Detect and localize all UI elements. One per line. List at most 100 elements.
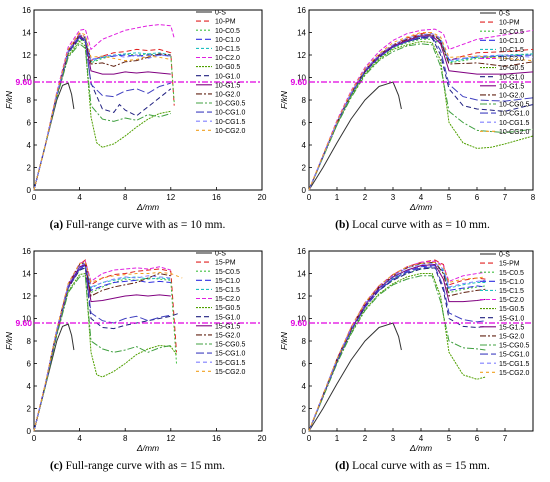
- chart-a-ytick-label: 14: [22, 29, 31, 38]
- chart-d-legend-label-2: 15-C0.5: [499, 270, 524, 277]
- chart-a-legend-label-13: 10-CG2.0: [215, 128, 245, 135]
- chart-d-ytick-label: 2: [302, 405, 307, 414]
- chart-d-legend-label-7: 15-G1.0: [499, 315, 524, 322]
- chart-a-xtick-label: 0: [32, 193, 37, 202]
- chart-b-legend-label-5: 10-C2.0: [499, 56, 524, 63]
- chart-b-caption: (b) Local curve with as = 10 mm.: [275, 219, 550, 231]
- chart-a-legend-label-10: 10-CG0.5: [215, 101, 245, 108]
- chart-d-series-line-0: [308, 322, 402, 432]
- chart-a-ytick-label: 12: [22, 51, 31, 60]
- chart-c-legend-label-1: 15-PM: [215, 260, 236, 267]
- chart-panel-b: 0 2 4 6 8 10 12 14 16 0 1 2 3 4 5 6 7 8 F/kN Δ/mm 9.60 0-S 10-…: [275, 0, 550, 241]
- chart-d-ytick-label: 10: [297, 315, 306, 324]
- chart-a-plot: 0 2 4 6 8 10 12 14 16 0 4 8 12 16 20 F/kN Δ/mm 9.60 0-S 10-…: [4, 6, 267, 212]
- chart-d-legend-label-10: 15-CG0.5: [499, 343, 529, 350]
- chart-a-legend-label-1: 10-PM: [215, 19, 236, 26]
- chart-d-ytick-label: 4: [302, 382, 307, 391]
- chart-b-xtick-label: 8: [531, 193, 536, 202]
- chart-d-legend-label-4: 15-C1.5: [499, 288, 524, 295]
- chart-a-xtick-label: 8: [123, 193, 128, 202]
- chart-a-legend: 0-S 10-PM 10-C0.5 10-C1.0 10-C1.5 10-C2.0 10-G…: [196, 10, 245, 135]
- chart-b-ytick-label: 16: [297, 6, 306, 15]
- chart-c-xtick-label: 12: [166, 434, 175, 443]
- chart-c-series-line-0: [33, 323, 75, 432]
- chart-c-legend-label-13: 15-CG2.0: [215, 369, 245, 376]
- chart-d-series-line-6: [308, 273, 486, 432]
- chart-a-legend-label-2: 10-C0.5: [215, 28, 240, 35]
- chart-a-caption: (a) Full-range curve with as = 10 mm.: [0, 219, 275, 231]
- chart-b-legend-label-8: 10-G1.5: [499, 83, 524, 90]
- chart-a-legend-label-0: 0-S: [215, 10, 226, 17]
- chart-c-legend-label-2: 15-C0.5: [215, 269, 240, 276]
- chart-d-ytick-label: 16: [297, 247, 306, 256]
- chart-b-legend-label-10: 10-CG0.5: [499, 102, 529, 109]
- chart-c-caption-text: Full-range curve with as = 15 mm.: [65, 460, 226, 472]
- chart-b-legend-label-11: 10-CG1.0: [499, 111, 529, 118]
- chart-c-plot: 0 2 4 6 8 10 12 14 16 0 4 8 12 16 20 F/kN Δ/mm 9.60 0-S 15-…: [4, 247, 267, 453]
- chart-a-xtick-label: 20: [258, 193, 267, 202]
- chart-a-series-line-4: [33, 35, 171, 191]
- chart-c-ylabel: F/kN: [4, 331, 14, 350]
- chart-d-legend: 0-S 15-PM 15-C0.5 15-C1.0 15-C1.5 15-C2.0 15-G…: [480, 252, 529, 377]
- chart-b-xlabel: Δ/mm: [409, 202, 432, 212]
- chart-b-ytick-label: 2: [302, 164, 307, 173]
- chart-b-caption-text: Local curve with as = 10 mm.: [352, 219, 490, 231]
- chart-b-reference-label: 9.60: [290, 77, 307, 87]
- chart-c-legend-label-12: 15-CG1.5: [215, 360, 245, 367]
- chart-b-ytick-label: 10: [297, 74, 306, 83]
- chart-panel-a: 0 2 4 6 8 10 12 14 16 0 4 8 12 16 20 F/kN Δ/mm 9.60 0-S 10-…: [0, 0, 275, 241]
- chart-c-caption: (c) Full-range curve with as = 15 mm.: [0, 460, 275, 472]
- chart-a-legend-label-7: 10-G1.0: [215, 73, 240, 80]
- chart-a-xtick-label: 4: [77, 193, 82, 202]
- chart-a-ytick-label: 16: [22, 6, 31, 15]
- chart-d-series-line-7: [308, 267, 486, 432]
- chart-d-xtick-label: 4: [419, 434, 424, 443]
- chart-a-ytick-label: 8: [27, 96, 32, 105]
- chart-c-ytick-label: 14: [22, 270, 31, 279]
- chart-a-xtick-label: 12: [166, 193, 175, 202]
- chart-a-caption-label: (a): [49, 219, 64, 231]
- chart-d-series-line-9: [308, 261, 486, 432]
- chart-d-series-line-11: [308, 266, 486, 432]
- chart-b-legend-label-13: 10-CG2.0: [499, 129, 529, 136]
- chart-d-legend-label-12: 15-CG1.5: [499, 361, 529, 368]
- chart-d-series-line-5: [308, 260, 486, 432]
- chart-b-series-group: [308, 28, 534, 191]
- chart-b-xtick-label: 4: [419, 193, 424, 202]
- chart-b-series-line-13: [308, 32, 534, 191]
- chart-d-xtick-label: 7: [503, 434, 508, 443]
- chart-a-legend-label-3: 10-C1.0: [215, 37, 240, 44]
- chart-b-xtick-label: 7: [503, 193, 508, 202]
- chart-b-series-line-2: [308, 38, 534, 191]
- chart-d-series-line-12: [308, 262, 486, 432]
- chart-panel-c: 0 2 4 6 8 10 12 14 16 0 4 8 12 16 20 F/kN Δ/mm 9.60 0-S 15-…: [0, 241, 275, 482]
- chart-d-legend-label-8: 15-G1.5: [499, 324, 524, 331]
- chart-c-legend-label-0: 0-S: [215, 251, 226, 258]
- chart-b-xtick-label: 3: [391, 193, 396, 202]
- chart-d-caption-label: (d): [335, 460, 350, 472]
- chart-b-ytick-label: 4: [302, 141, 307, 150]
- chart-c-legend-label-4: 15-C1.5: [215, 287, 240, 294]
- chart-b-legend: 0-S 10-PM 10-C0.5 10-C1.0 10-C1.5 10-C2.0 10-G…: [480, 11, 529, 136]
- chart-d-ytick-label: 14: [297, 270, 306, 279]
- chart-b-legend-label-2: 10-C0.5: [499, 29, 524, 36]
- chart-a-xtick-label: 16: [212, 193, 221, 202]
- chart-c-xtick-label: 20: [258, 434, 267, 443]
- chart-c-caption-label: (c): [49, 460, 63, 472]
- chart-a-ytick-label: 4: [27, 141, 32, 150]
- chart-b-series-line-11: [308, 36, 534, 191]
- chart-d-xtick-label: 6: [475, 434, 480, 443]
- chart-d-legend-label-5: 15-C2.0: [499, 297, 524, 304]
- chart-d-legend-label-6: 15-G0.5: [499, 306, 524, 313]
- chart-d-reference-label: 9.60: [290, 318, 307, 328]
- chart-c-xtick-label: 8: [123, 434, 128, 443]
- chart-b-ytick-label: 12: [297, 51, 306, 60]
- chart-a-series-line-10: [33, 43, 171, 191]
- chart-c-xtick-label: 16: [212, 434, 221, 443]
- chart-c-ytick-label: 6: [27, 360, 32, 369]
- chart-a-ytick-label: 10: [22, 74, 31, 83]
- chart-a-ytick-label: 2: [27, 164, 32, 173]
- chart-b-legend-label-0: 0-S: [499, 11, 510, 18]
- chart-c-legend-label-11: 15-CG1.0: [215, 351, 245, 358]
